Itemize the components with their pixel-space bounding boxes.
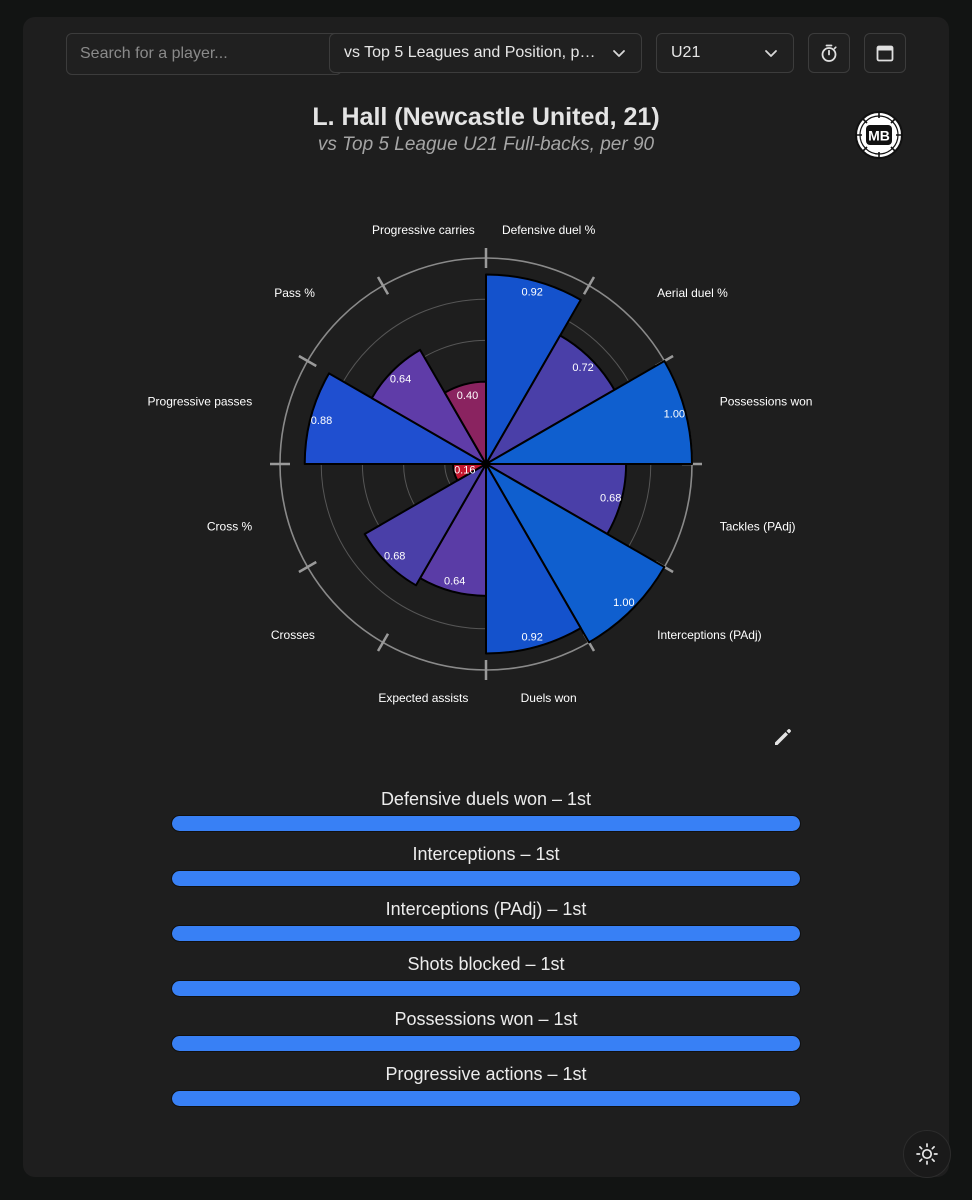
value-label: 0.16 [454,465,475,477]
value-label: 0.68 [384,550,405,562]
theme-toggle-button[interactable] [903,1130,951,1178]
player-search-input[interactable] [66,33,342,75]
ranking-label: Progressive actions – 1st [385,1064,587,1084]
value-label: 1.00 [664,409,685,421]
ranking-label: Defensive duels won – 1st [380,789,592,809]
category-label: Progressive passes [148,394,253,408]
calendar-icon [876,45,894,62]
value-label: 0.40 [457,390,478,402]
category-label: Cross % [207,520,253,534]
category-label: Crosses [271,628,315,642]
axis-spoke [376,276,390,295]
category-label: Duels won [521,691,577,705]
ranking-bar [171,925,801,942]
ranking-item: Shots blocked – 1st [171,953,801,997]
chevron-down-icon [613,50,625,57]
toolbar: vs Top 5 Leagues and Position, per 90 U2… [23,33,949,75]
category-label: Possessions won [720,394,813,408]
value-label: 0.92 [521,631,542,643]
pizza-chart: 0.92 0.72 1.00 0.68 1.00 0.92 0.64 0.68 0.16 0.88… [148,223,813,705]
category-label: Expected assists [378,691,468,705]
category-label: Aerial duel % [657,286,728,300]
ranking-bar-fill [172,981,800,996]
axis-spoke [298,354,317,368]
value-label: 0.64 [444,576,465,588]
ranking-bar-fill [172,816,800,831]
ranking-label: Shots blocked – 1st [407,954,565,974]
value-label: 0.72 [572,362,593,374]
age-group-select[interactable]: U21 [656,33,794,73]
ranking-bar [171,980,801,997]
value-label: 0.92 [521,287,542,299]
wedge-11 [370,348,487,465]
value-label: 0.88 [311,415,332,427]
axis-spoke [298,560,317,574]
calendar-button[interactable] [864,33,906,73]
ranking-label: Interceptions (PAdj) – 1st [385,899,587,919]
chevron-down-icon [765,50,777,57]
category-label: Interceptions (PAdj) [657,628,762,642]
sun-icon [916,1143,938,1165]
stopwatch-icon [821,44,837,62]
ranking-bar [171,1090,801,1107]
axis-spoke [376,633,390,652]
wedge-1 [485,273,582,465]
ranking-bar [171,815,801,832]
category-label: Progressive carries [372,223,475,237]
value-label: 0.68 [600,492,621,504]
value-label: 0.64 [390,374,411,386]
wedge-10 [303,372,487,465]
ranking-item: Interceptions (PAdj) – 1st [171,898,801,942]
chart-title: L. Hall (Newcastle United, 21) [312,103,660,131]
ranking-item: Possessions won – 1st [171,1008,801,1052]
wedge-8 [363,463,487,587]
wedge-6 [485,463,582,655]
category-label: Pass % [274,286,315,300]
chart-subtitle: vs Top 5 League U21 Full-backs, per 90 [317,134,655,155]
ranking-item: Progressive actions – 1st [171,1063,801,1107]
ranking-bar-fill [172,1036,800,1051]
ranking-label: Interceptions – 1st [412,844,560,864]
pencil-icon[interactable] [771,725,795,749]
ranking-item: Defensive duels won – 1st [171,788,801,832]
timer-button[interactable] [808,33,850,73]
main-card: vs Top 5 Leagues and Position, per 90 U2… [23,17,951,1178]
category-label: Defensive duel % [502,223,596,237]
comparison-select[interactable]: vs Top 5 Leagues and Position, per 90 [329,33,642,73]
ranking-bar [171,1035,801,1052]
logo-text: MB [868,128,890,144]
wedge-3 [485,360,693,465]
ranking-bar-fill [172,871,800,886]
ranking-bar-fill [172,1091,800,1106]
wedge-12 [443,380,487,465]
value-label: 1.00 [613,597,634,609]
ranking-bar [171,870,801,887]
ranking-label: Possessions won – 1st [394,1009,578,1029]
axis-spoke [582,276,596,295]
ranking-bar-fill [172,926,800,941]
ranking-item: Interceptions – 1st [171,843,801,887]
wedge-5 [485,463,666,644]
mb-logo-icon: MB [855,111,903,159]
category-label: Tackles (PAdj) [720,520,796,534]
